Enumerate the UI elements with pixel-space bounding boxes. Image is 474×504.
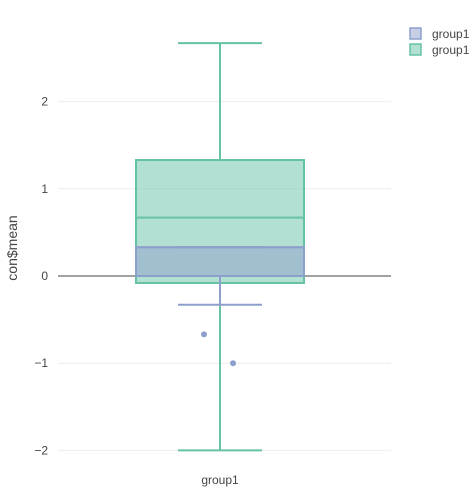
y-tick-label: 1	[41, 182, 48, 196]
legend: group1 group1	[409, 27, 470, 57]
legend-label: group1	[432, 27, 470, 41]
y-tick-label: 2	[41, 95, 48, 109]
y-axis-title: con$mean	[4, 215, 20, 280]
x-tick-label: group1	[201, 473, 239, 487]
outlier-point	[201, 331, 207, 338]
legend-label: group1	[432, 43, 470, 57]
box	[135, 246, 305, 277]
plot-area	[135, 42, 305, 452]
legend-swatch	[409, 27, 422, 40]
legend-item[interactable]: group1	[409, 27, 470, 41]
y-tick-label: −2	[34, 443, 48, 457]
outlier-point	[230, 360, 236, 367]
y-tick-label: 0	[41, 269, 48, 283]
y-tick-label: −1	[34, 356, 48, 370]
y-axis-ticks: −2 −1 0 1 2	[34, 95, 48, 458]
x-axis-ticks: group1	[201, 473, 239, 487]
box-trace	[135, 246, 305, 367]
legend-swatch	[409, 43, 422, 56]
legend-item[interactable]: group1	[409, 43, 470, 57]
